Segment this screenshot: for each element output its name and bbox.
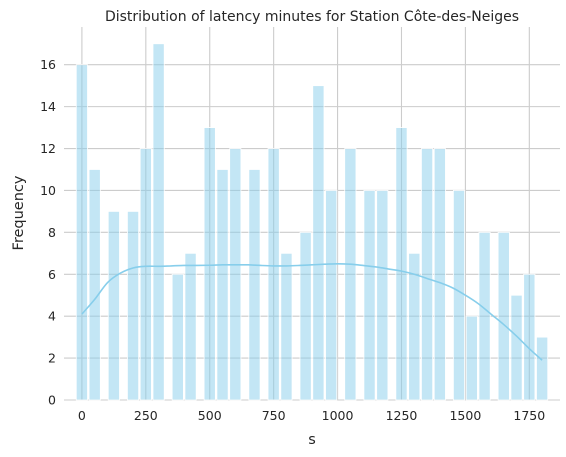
histogram-bar <box>107 211 120 401</box>
histogram-bar <box>203 127 216 401</box>
histogram-bar <box>127 211 140 401</box>
histogram-bar <box>465 315 478 401</box>
y-axis-label: Frequency <box>11 175 27 250</box>
histogram-bar <box>171 273 184 401</box>
histogram-bar <box>478 231 491 401</box>
histogram-bar <box>497 231 510 401</box>
y-tick-label: 12 <box>40 141 56 156</box>
histogram-bar <box>312 85 325 401</box>
histogram-bar <box>363 190 376 401</box>
histogram-bar <box>408 252 421 401</box>
x-tick-label: 1000 <box>322 408 354 423</box>
y-tick-label: 4 <box>48 309 56 324</box>
histogram-bar <box>536 336 549 401</box>
chart-title: Distribution of latency minutes for Stat… <box>105 9 519 25</box>
x-tick-label: 250 <box>134 408 158 423</box>
histogram-bar <box>395 127 408 401</box>
x-axis-label: s <box>308 432 316 448</box>
y-tick-label: 2 <box>48 351 56 366</box>
histogram-bar <box>229 148 242 401</box>
x-axis-ticks: 0 250 500 750 1000 1250 1500 1750 <box>78 408 545 423</box>
x-tick-label: 1750 <box>513 408 545 423</box>
histogram-bar <box>452 190 466 401</box>
y-tick-label: 10 <box>40 183 56 198</box>
histogram-bar <box>139 148 152 401</box>
histogram-bar <box>421 148 434 401</box>
x-tick-label: 500 <box>198 408 222 423</box>
y-tick-label: 8 <box>48 225 56 240</box>
histogram-bar <box>299 231 312 401</box>
x-tick-label: 0 <box>78 408 86 423</box>
y-tick-label: 0 <box>48 393 56 408</box>
x-tick-label: 1250 <box>386 408 418 423</box>
histogram-bar <box>344 148 357 401</box>
y-tick-label: 14 <box>40 99 56 114</box>
histogram-bar <box>280 252 293 401</box>
y-tick-label: 16 <box>40 57 56 72</box>
x-tick-label: 750 <box>262 408 286 423</box>
histogram-bar <box>523 273 536 401</box>
y-tick-label: 6 <box>48 267 56 282</box>
histogram-bar <box>216 169 229 401</box>
histogram-bar <box>433 148 446 401</box>
histogram-bar <box>88 169 101 401</box>
histogram-bar <box>325 190 338 401</box>
histogram-bars <box>75 43 549 401</box>
y-axis-ticks: 0 2 4 6 8 10 12 14 16 <box>40 57 56 407</box>
histogram-bar <box>267 148 280 401</box>
x-tick-label: 1500 <box>449 408 481 423</box>
kde-curve <box>81 262 543 361</box>
histogram-bar <box>152 43 165 401</box>
histogram-bar <box>510 294 523 401</box>
histogram-bar <box>248 169 261 401</box>
histogram-bar <box>376 190 389 401</box>
histogram-bar <box>75 64 88 401</box>
histogram-bar <box>184 252 197 401</box>
